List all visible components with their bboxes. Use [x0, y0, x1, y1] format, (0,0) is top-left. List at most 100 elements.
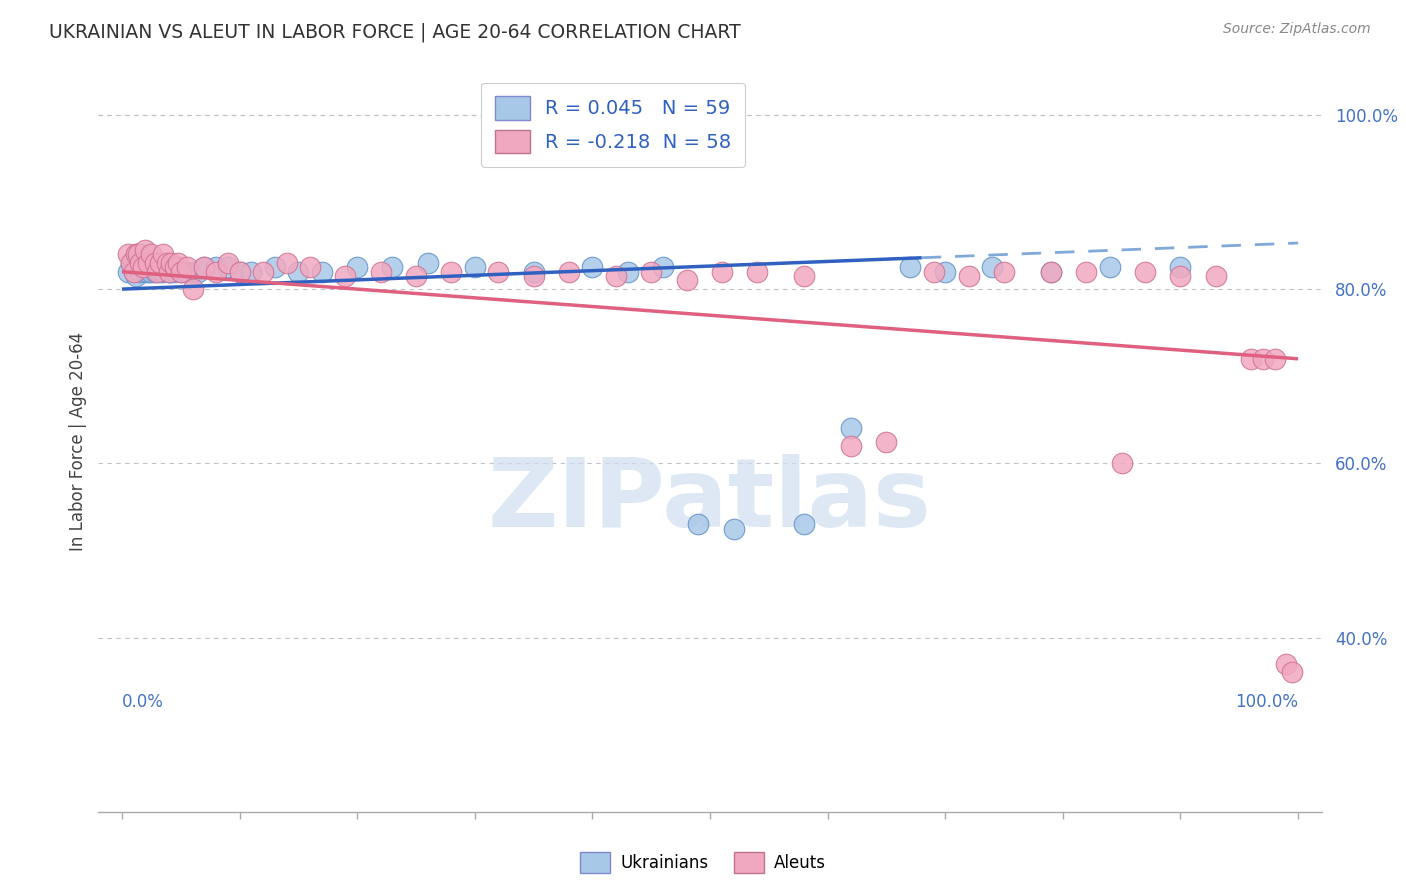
Point: [127, 247, 149, 261]
Point: [132, 260, 155, 275]
Point: [1170, 260, 1192, 275]
Point: [149, 265, 172, 279]
Point: [125, 268, 148, 283]
Text: 0.0%: 0.0%: [122, 693, 165, 711]
Point: [240, 265, 263, 279]
Point: [957, 268, 980, 283]
Text: ZIPatlas: ZIPatlas: [488, 454, 932, 548]
Point: [122, 265, 145, 279]
Point: [523, 268, 546, 283]
Point: [143, 265, 166, 279]
Point: [134, 265, 156, 279]
Point: [981, 260, 1004, 275]
Point: [263, 260, 285, 275]
Point: [125, 252, 148, 266]
Point: [163, 260, 186, 275]
Point: [193, 260, 215, 275]
Point: [1240, 351, 1263, 366]
Point: [228, 265, 250, 279]
Point: [1251, 351, 1274, 366]
Point: [217, 260, 239, 275]
Point: [157, 265, 180, 279]
Point: [839, 439, 862, 453]
Point: [149, 256, 172, 270]
Point: [416, 256, 439, 270]
Y-axis label: In Labor Force | Age 20-64: In Labor Force | Age 20-64: [69, 332, 87, 551]
Point: [405, 268, 427, 283]
Point: [128, 247, 150, 261]
Point: [117, 265, 139, 279]
Point: [132, 252, 155, 266]
Point: [136, 256, 159, 270]
Point: [143, 256, 166, 270]
Point: [157, 265, 180, 279]
Point: [163, 265, 186, 279]
Point: [688, 517, 710, 532]
Point: [993, 265, 1015, 279]
Text: Source: ZipAtlas.com: Source: ZipAtlas.com: [1223, 22, 1371, 37]
Point: [128, 256, 150, 270]
Point: [160, 256, 183, 270]
Point: [156, 260, 179, 275]
Point: [193, 260, 215, 275]
Point: [523, 265, 546, 279]
Point: [252, 265, 274, 279]
Point: [146, 265, 169, 279]
Point: [141, 265, 163, 279]
Point: [922, 265, 945, 279]
Point: [181, 265, 204, 279]
Point: [228, 265, 250, 279]
Point: [134, 252, 156, 266]
Point: [581, 260, 603, 275]
Text: UKRAINIAN VS ALEUT IN LABOR FORCE | AGE 20-64 CORRELATION CHART: UKRAINIAN VS ALEUT IN LABOR FORCE | AGE …: [49, 22, 741, 42]
Point: [1275, 657, 1298, 671]
Point: [120, 256, 142, 270]
Point: [205, 265, 228, 279]
Point: [136, 265, 159, 279]
Point: [652, 260, 675, 275]
Point: [170, 265, 193, 279]
Point: [839, 421, 862, 435]
Point: [1264, 351, 1286, 366]
Point: [381, 260, 404, 275]
Point: [335, 268, 357, 283]
Point: [122, 252, 145, 266]
Legend: R = 0.045   N = 59, R = -0.218  N = 58: R = 0.045 N = 59, R = -0.218 N = 58: [481, 83, 745, 167]
Point: [170, 265, 193, 279]
Point: [1135, 265, 1157, 279]
Point: [370, 265, 392, 279]
Point: [136, 256, 159, 270]
Point: [616, 265, 638, 279]
Point: [934, 265, 956, 279]
Point: [134, 243, 156, 257]
Point: [122, 265, 145, 279]
Point: [1205, 268, 1227, 283]
Point: [167, 260, 190, 275]
Point: [311, 265, 333, 279]
Point: [143, 260, 166, 275]
Point: [217, 256, 239, 270]
Point: [141, 247, 163, 261]
Point: [558, 265, 581, 279]
Point: [640, 265, 662, 279]
Point: [1170, 268, 1192, 283]
Point: [167, 256, 190, 270]
Point: [1281, 665, 1303, 680]
Point: [464, 260, 486, 275]
Point: [128, 256, 150, 270]
Point: [1040, 265, 1063, 279]
Point: [346, 260, 368, 275]
Point: [205, 260, 228, 275]
Point: [125, 247, 148, 261]
Point: [117, 247, 139, 261]
Point: [181, 282, 204, 296]
Legend: Ukrainians, Aleuts: Ukrainians, Aleuts: [574, 846, 832, 880]
Text: 100.0%: 100.0%: [1234, 693, 1298, 711]
Point: [276, 256, 298, 270]
Point: [1111, 456, 1133, 470]
Point: [793, 517, 815, 532]
Point: [152, 247, 174, 261]
Point: [152, 265, 174, 279]
Point: [128, 265, 150, 279]
Point: [898, 260, 921, 275]
